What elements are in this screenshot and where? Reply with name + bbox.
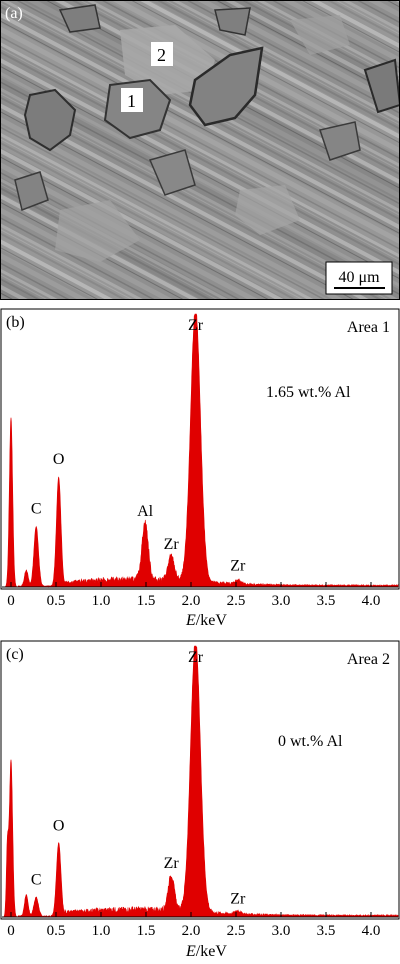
area-1-label: 1 <box>127 91 136 111</box>
x-tick-label: 2.5 <box>227 923 246 939</box>
area-label: Area 1 <box>347 319 390 336</box>
x-tick-label: 2.0 <box>182 923 201 939</box>
x-tick-label: 3.5 <box>317 593 336 609</box>
peak-label: O <box>53 451 65 468</box>
x-axis-title-unit: /keV <box>196 943 228 960</box>
x-tick-label: 3.0 <box>272 593 291 609</box>
x-axis-title-var: E <box>185 612 196 629</box>
peak-label: Zr <box>230 558 246 575</box>
x-axis-title-unit: /keV <box>196 612 228 629</box>
x-tick-label: 2.5 <box>227 593 246 609</box>
x-tick-label: 1.0 <box>92 923 111 939</box>
eds-chart-area-1: 0 0.5 1.0 1.5 2.0 2.5 3.0 3.5 4.0 C O Al Zr Zr Zr (b)… <box>0 308 400 629</box>
peak-label: C <box>31 500 42 517</box>
peak-label: Zr <box>164 855 180 872</box>
peak-labels: C O Al Zr Zr Zr <box>31 317 246 575</box>
plot-frame <box>0 640 400 920</box>
x-tick-label: 0 <box>7 923 15 939</box>
eds-chart-area-2: 0 0.5 1.0 1.5 2.0 2.5 3.0 3.5 4.0 C O Zr Zr Zr (c) A… <box>0 640 400 960</box>
x-tick-label: 3.5 <box>317 923 336 939</box>
sem-micrograph: (a) 2 1 40 μm <box>0 0 400 300</box>
x-tick-label: 4.0 <box>362 923 381 939</box>
x-tick-label: 1.0 <box>92 593 111 609</box>
x-axis-title: E/keV <box>185 943 227 960</box>
spectrum-group <box>2 645 399 918</box>
x-tick-label: 0.5 <box>47 593 66 609</box>
x-tick-label: 3.0 <box>272 923 291 939</box>
peak-label: Al <box>137 503 154 520</box>
area-label: Area 2 <box>347 651 390 668</box>
peak-label: Zr <box>188 317 204 334</box>
x-axis-title: E/keV <box>185 612 227 629</box>
x-axis: 0 0.5 1.0 1.5 2.0 2.5 3.0 3.5 4.0 <box>2 912 398 939</box>
composition-label: 0 wt.% Al <box>278 733 343 750</box>
x-tick-label: 1.5 <box>137 923 156 939</box>
area-2-label: 2 <box>157 45 166 65</box>
spectrum-area <box>2 645 399 918</box>
peak-labels: C O Zr Zr Zr <box>31 649 246 907</box>
x-tick-label: 0 <box>7 593 15 609</box>
peak-label: C <box>31 871 42 888</box>
spectrum-area <box>2 313 399 588</box>
x-tick-label: 1.5 <box>137 593 156 609</box>
panel-label: (c) <box>6 646 24 663</box>
plot-frame <box>0 308 400 590</box>
peak-label: Zr <box>230 890 246 907</box>
scale-bar-label: 40 μm <box>338 269 380 286</box>
sem-micrograph-panel: (a) 2 1 40 μm <box>0 0 400 300</box>
x-tick-label: 0.5 <box>47 923 66 939</box>
x-tick-label: 4.0 <box>362 593 381 609</box>
composition-label: 1.65 wt.% Al <box>266 384 351 401</box>
eds-spectrum-area-2: 0 0.5 1.0 1.5 2.0 2.5 3.0 3.5 4.0 C O Zr Zr Zr (c) A… <box>0 636 400 964</box>
sem-panel-label: (a) <box>5 5 23 22</box>
peak-label: Zr <box>164 536 180 553</box>
spectrum-group <box>2 313 399 588</box>
eds-spectrum-area-1: 0 0.5 1.0 1.5 2.0 2.5 3.0 3.5 4.0 C O Al Zr Zr Zr (b)… <box>0 304 400 634</box>
peak-label: Zr <box>188 649 204 666</box>
x-axis-title-var: E <box>185 943 196 960</box>
peak-label: O <box>53 817 65 834</box>
x-tick-label: 2.0 <box>182 593 201 609</box>
x-axis: 0 0.5 1.0 1.5 2.0 2.5 3.0 3.5 4.0 <box>2 582 398 609</box>
panel-label: (b) <box>6 314 25 331</box>
